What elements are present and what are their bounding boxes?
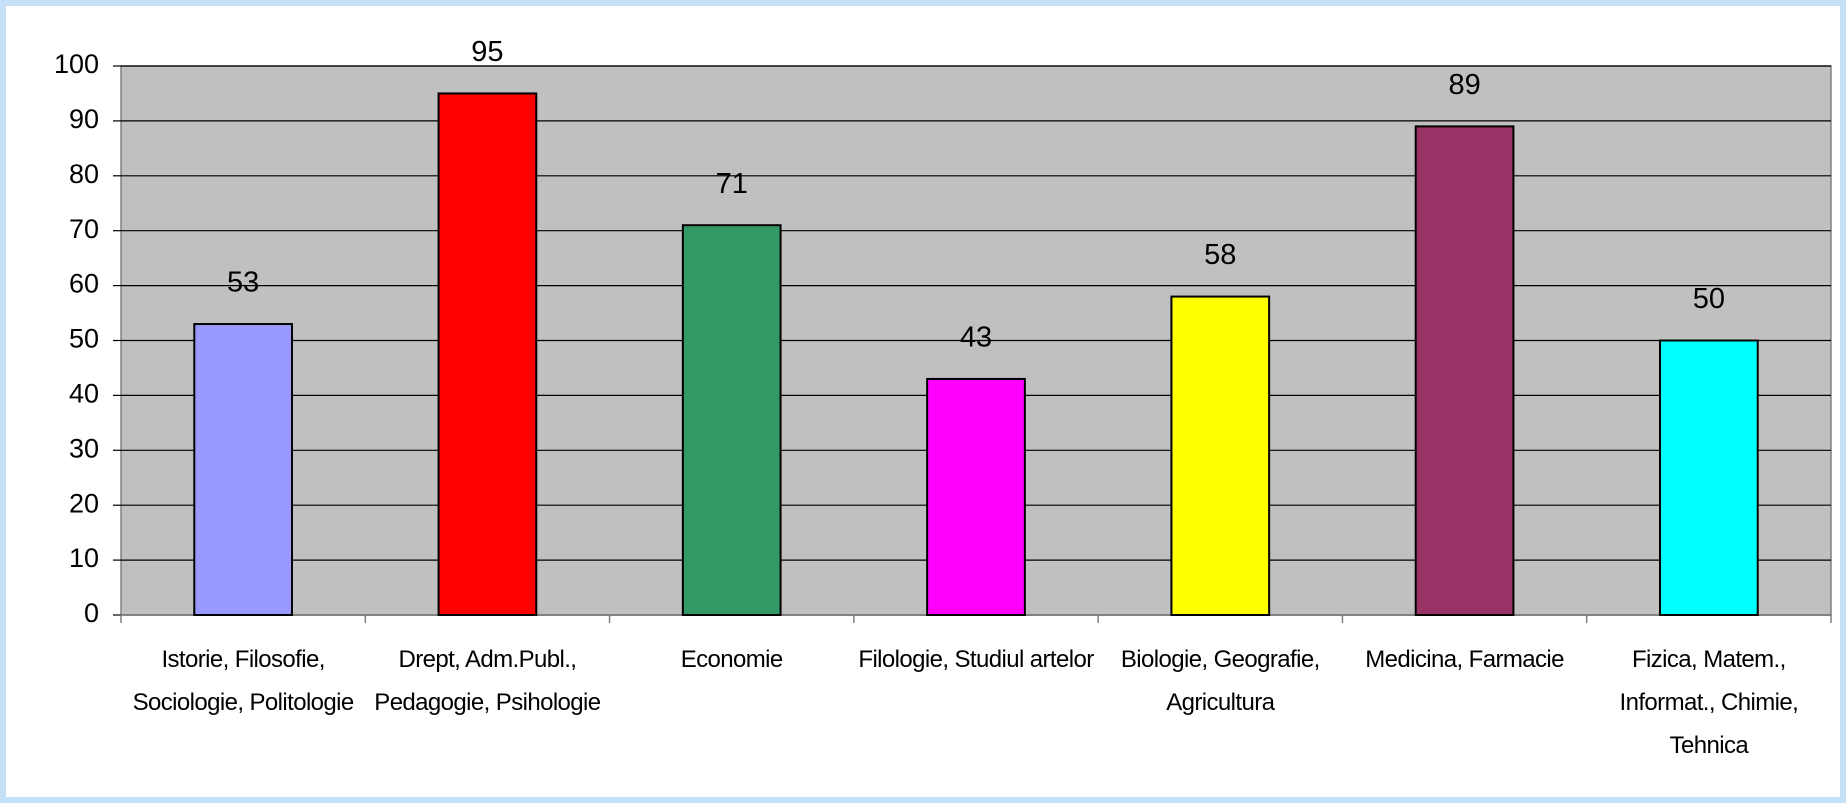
data-label: 71 bbox=[716, 168, 748, 200]
y-tick-label: 50 bbox=[69, 324, 99, 354]
bar bbox=[437, 92, 538, 616]
data-label: 89 bbox=[1448, 69, 1480, 101]
y-tick-label: 40 bbox=[69, 379, 99, 409]
y-tick-label: 60 bbox=[69, 269, 99, 299]
y-tick-label: 30 bbox=[69, 433, 99, 463]
y-tick-label: 70 bbox=[69, 214, 99, 244]
y-tick-label: 90 bbox=[69, 104, 99, 134]
y-tick-label: 100 bbox=[54, 49, 99, 79]
x-tick-label: Drept, Adm.Publ., Pedagogie, Psihologie bbox=[374, 646, 601, 716]
x-tick-label: Biologie, Geografie, Agricultura bbox=[1120, 646, 1320, 716]
data-label: 53 bbox=[227, 267, 259, 299]
x-tick-label: Fizica, Matem., Informat., Chimie, Tehni… bbox=[1619, 646, 1799, 759]
x-tick-label: Economie bbox=[680, 646, 784, 673]
y-tick-label: 10 bbox=[69, 543, 99, 573]
data-label: 43 bbox=[960, 322, 992, 354]
bar bbox=[1659, 339, 1759, 616]
x-tick-label: Medicina, Farmacie bbox=[1365, 646, 1564, 673]
bar bbox=[926, 377, 1026, 616]
bar bbox=[193, 323, 294, 616]
bar bbox=[681, 224, 782, 617]
bar bbox=[1170, 295, 1271, 616]
data-label: 50 bbox=[1693, 283, 1725, 315]
y-tick-label: 0 bbox=[84, 598, 99, 628]
data-label: 58 bbox=[1204, 239, 1236, 271]
y-tick-label: 80 bbox=[69, 159, 99, 189]
y-tick-label: 20 bbox=[69, 488, 99, 518]
bar bbox=[1414, 125, 1515, 616]
x-tick-label: Filologie, Studiul artelor bbox=[858, 646, 1094, 673]
x-tick-label: Istorie, Filosofie, Sociologie, Politolo… bbox=[132, 646, 355, 716]
data-label: 95 bbox=[471, 36, 503, 68]
